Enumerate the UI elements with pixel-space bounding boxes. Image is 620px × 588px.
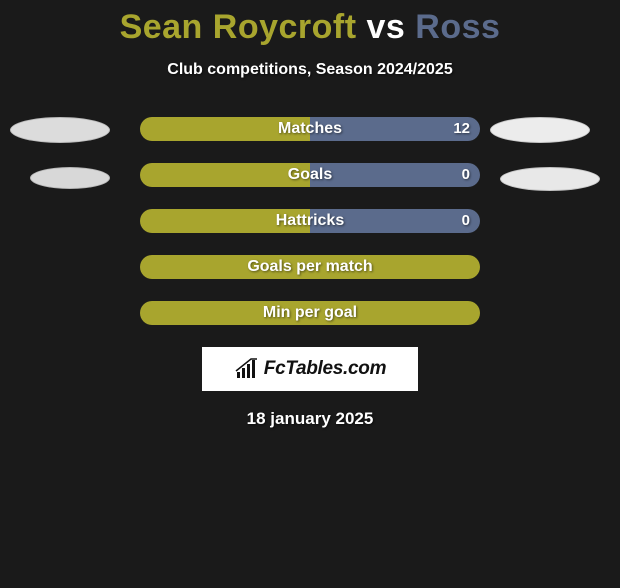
vs-text: vs [367, 8, 406, 46]
stat-label: Hattricks [140, 209, 480, 233]
competition-subtitle: Club competitions, Season 2024/2025 [0, 61, 620, 79]
logo-text: FcTables.com [264, 358, 386, 380]
stats-chart: Matches12Goals0Hattricks0Goals per match… [0, 117, 620, 325]
stat-row: Goals0 [0, 163, 620, 187]
stat-value-right: 12 [453, 117, 470, 141]
stat-row: Matches12 [0, 117, 620, 141]
snapshot-date: 18 january 2025 [0, 409, 620, 429]
stat-row: Min per goal [0, 301, 620, 325]
stat-label: Matches [140, 117, 480, 141]
chart-icon [234, 358, 260, 380]
player2-name: Ross [415, 8, 500, 46]
stat-label: Min per goal [140, 301, 480, 325]
fctables-logo: FcTables.com [202, 347, 418, 391]
stat-value-right: 0 [462, 163, 470, 187]
stat-row: Goals per match [0, 255, 620, 279]
stat-label: Goals [140, 163, 480, 187]
stat-value-right: 0 [462, 209, 470, 233]
player1-name: Sean Roycroft [120, 8, 357, 46]
comparison-title: Sean Roycroft vs Ross [0, 8, 620, 47]
stat-label: Goals per match [140, 255, 480, 279]
stat-row: Hattricks0 [0, 209, 620, 233]
